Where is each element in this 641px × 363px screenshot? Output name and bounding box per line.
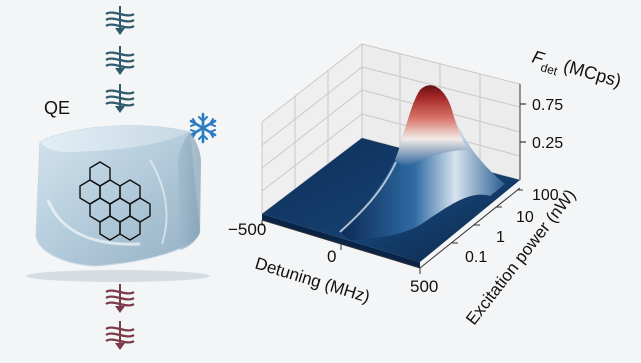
z-axis: 0.75 0.25 [519, 84, 563, 180]
surface-chart: 0.75 0.25 Fdet (MCps) −500 0 500 Detunin… [228, 42, 624, 328]
outgoing-pulse-2 [105, 321, 135, 350]
incoming-pulse-1 [105, 6, 135, 35]
x-tick-label: 500 [410, 277, 438, 296]
x-tick-label: −500 [228, 220, 266, 239]
qe-label: QE [44, 98, 70, 118]
z-tick-label: 0.25 [532, 135, 563, 152]
y-tick-label: 100 [532, 187, 559, 204]
incoming-pulse-2 [105, 46, 135, 75]
z-label-rest: (MCps) [557, 54, 624, 91]
svg-text:Fdet (MCps): Fdet (MCps) [529, 47, 624, 96]
incoming-pulses [105, 6, 135, 113]
z-tick-label: 0.75 [532, 97, 563, 114]
surface-front-edge [262, 214, 420, 268]
z-label-sub: det [539, 60, 560, 78]
x-tick-label: 0 [327, 247, 336, 266]
polycyclic-aromatic-molecule-icon [79, 161, 151, 241]
snowflake-icon [189, 112, 217, 144]
y-tick-label: 1 [496, 229, 505, 246]
x-axis-label: Detuning (MHz) [253, 254, 372, 307]
y-tick-label: 0.1 [465, 249, 487, 266]
z-axis-label: Fdet (MCps) [529, 47, 624, 96]
outgoing-pulse-1 [105, 284, 135, 313]
surface-ridge [340, 85, 505, 240]
surface-peak [395, 85, 468, 168]
incoming-pulse-3 [105, 84, 135, 113]
y-tick-label: 10 [516, 209, 534, 226]
ice-crystal [26, 125, 210, 282]
outgoing-pulses [105, 284, 135, 350]
